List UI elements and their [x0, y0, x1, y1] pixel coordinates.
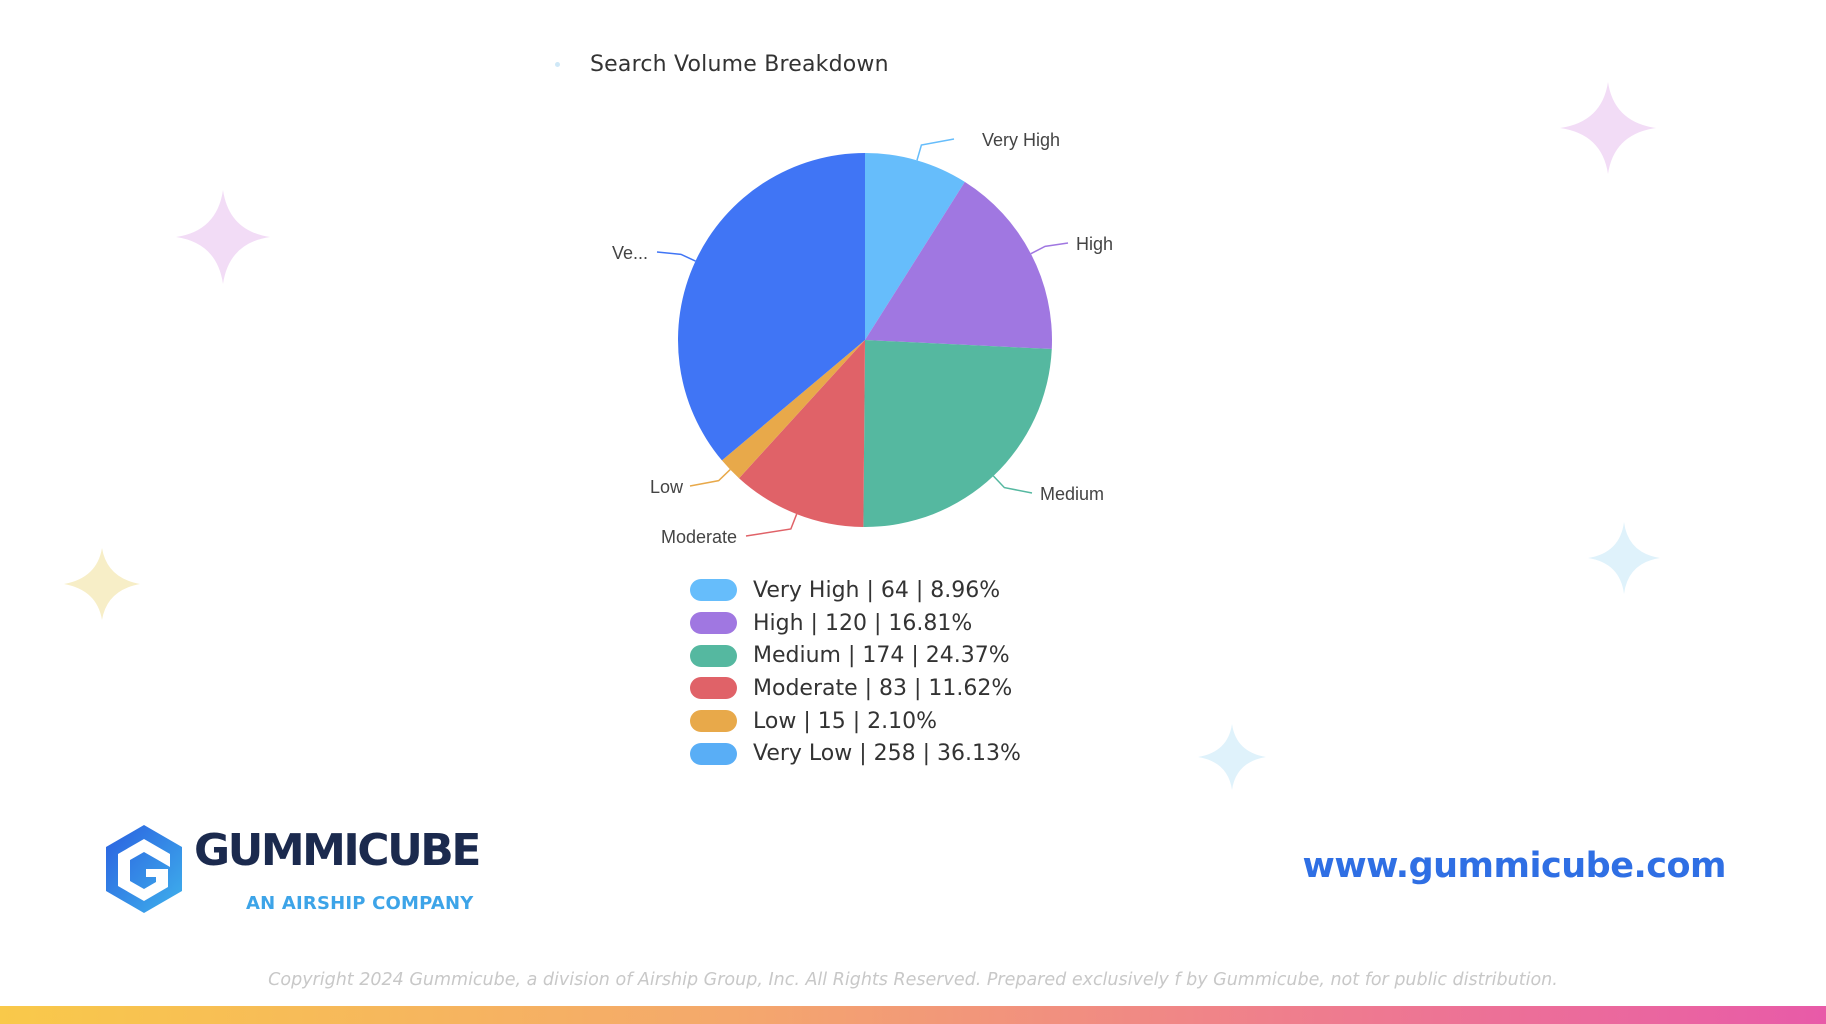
title-marker: [555, 62, 560, 67]
pie-slice-label: Very High: [982, 130, 1060, 150]
legend-item[interactable]: High | 120 | 16.81%: [690, 607, 1021, 640]
leader-line: [992, 475, 1033, 494]
pie-slices: [678, 153, 1052, 527]
legend-swatch: [690, 742, 737, 765]
leader-line: [916, 138, 955, 161]
legend-label: Low | 15 | 2.10%: [753, 708, 938, 734]
sparkle-icon: [1198, 724, 1266, 790]
leader-line: [1030, 242, 1069, 255]
legend-swatch: [690, 677, 737, 700]
legend-item[interactable]: Very Low | 258 | 36.13%: [690, 737, 1021, 770]
legend-label: Very High | 64 | 8.96%: [753, 577, 1001, 603]
pie-slice-labels: Very High High Medium Moderate Low Ve...: [612, 130, 1113, 547]
legend-label: High | 120 | 16.81%: [753, 610, 973, 636]
legend-item[interactable]: Moderate | 83 | 11.62%: [690, 672, 1021, 705]
leader-line: [689, 469, 731, 487]
leader-line: [656, 251, 696, 262]
sparkle-icon: [176, 190, 270, 284]
sparkle-icon: [1560, 82, 1656, 174]
copyright-notice: Copyright 2024 Gummicube, a division of …: [268, 970, 1558, 990]
sparkle-icon: [1588, 522, 1660, 594]
pie-slice-very-low[interactable]: [678, 153, 865, 461]
leader-line: [745, 513, 798, 537]
website-link[interactable]: www.gummicube.com: [1302, 846, 1727, 886]
chart-legend: Very High | 64 | 8.96% High | 120 | 16.8…: [690, 574, 1021, 770]
legend-item[interactable]: Low | 15 | 2.10%: [690, 705, 1021, 738]
pie-leader-lines: [656, 138, 1069, 537]
legend-item[interactable]: Very High | 64 | 8.96%: [690, 574, 1021, 607]
pie-slice-very-high[interactable]: [865, 153, 965, 340]
pie-slice-label: Ve...: [612, 243, 648, 263]
legend-swatch: [690, 644, 737, 667]
decorative-sparkles: [64, 82, 1660, 790]
legend-label: Moderate | 83 | 11.62%: [753, 675, 1013, 701]
brand-gradient-bar: [0, 1006, 1826, 1024]
gummicube-logo: GUMMICUBE AN AIRSHIP COMPANY: [104, 823, 504, 915]
chart-title: Search Volume Breakdown: [590, 52, 889, 77]
sparkle-icon: [64, 548, 140, 620]
gummicube-cube-logo-icon: [106, 825, 182, 913]
legend-label: Very Low | 258 | 36.13%: [753, 741, 1021, 767]
pie-slice-high[interactable]: [865, 181, 1052, 350]
pie-slice-medium[interactable]: [863, 340, 1052, 527]
legend-swatch: [690, 579, 737, 602]
legend-label: Medium | 174 | 24.37%: [753, 643, 1010, 669]
logo-tagline: AN AIRSHIP COMPANY: [246, 893, 474, 914]
legend-swatch: [690, 612, 737, 635]
pie-slice-label: Medium: [1040, 484, 1104, 504]
pie-slice-label: Low: [650, 477, 684, 497]
pie-slice-label: High: [1076, 234, 1113, 254]
pie-slice-low[interactable]: [721, 340, 865, 479]
legend-item[interactable]: Medium | 174 | 24.37%: [690, 639, 1021, 672]
legend-swatch: [690, 710, 737, 733]
pie-slice-moderate[interactable]: [739, 340, 865, 527]
logo-wordmark: GUMMICUBE: [194, 825, 481, 876]
pie-slice-label: Moderate: [661, 527, 737, 547]
